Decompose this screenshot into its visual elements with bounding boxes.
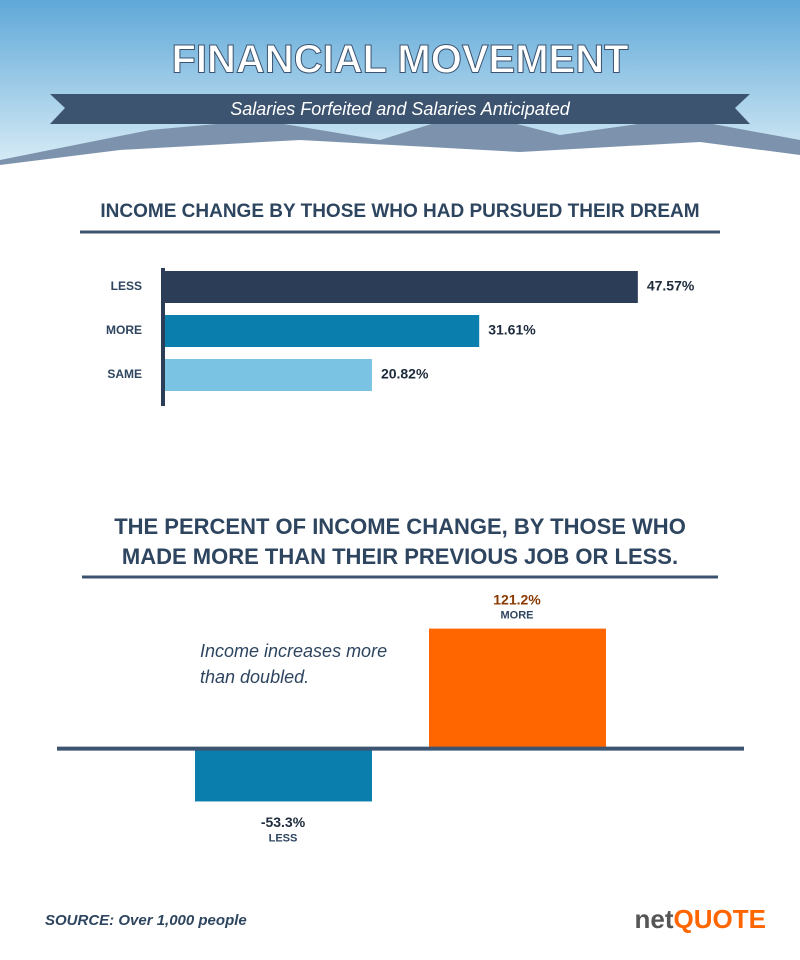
- logo-right: QUOTE: [674, 904, 766, 934]
- chart-title: THE PERCENT OF INCOME CHANGE, BY THOSE W…: [114, 514, 686, 569]
- source: SOURCE: Over 1,000 people: [45, 912, 247, 929]
- ribbon: [50, 94, 750, 124]
- category-label: MORE: [501, 610, 534, 622]
- value-label: 20.82%: [381, 366, 429, 382]
- category-label: LESS: [111, 279, 142, 293]
- annotation: Income increases more than doubled.: [200, 641, 388, 687]
- bar: [165, 271, 638, 303]
- bar: [165, 359, 372, 391]
- header-title: FINANCIAL MOVEMENT: [171, 38, 628, 82]
- category-label: LESS: [269, 832, 298, 844]
- header-subtitle: Salaries Forfeited and Salaries Anticipa…: [230, 99, 571, 119]
- ground: [0, 140, 800, 168]
- logo: netQUOTE: [635, 904, 766, 934]
- logo-left: net: [635, 904, 674, 934]
- bar: [429, 628, 606, 749]
- category-label: MORE: [106, 323, 142, 337]
- value-label: 31.61%: [488, 322, 536, 338]
- category-label: SAME: [107, 367, 142, 381]
- value-label: 121.2%: [493, 591, 541, 607]
- chart-title: INCOME CHANGE BY THOSE WHO HAD PURSUED T…: [100, 201, 699, 222]
- bar: [195, 748, 372, 802]
- value-label: -53.3%: [261, 814, 306, 830]
- bar: [165, 315, 480, 347]
- value-label: 47.57%: [647, 278, 695, 294]
